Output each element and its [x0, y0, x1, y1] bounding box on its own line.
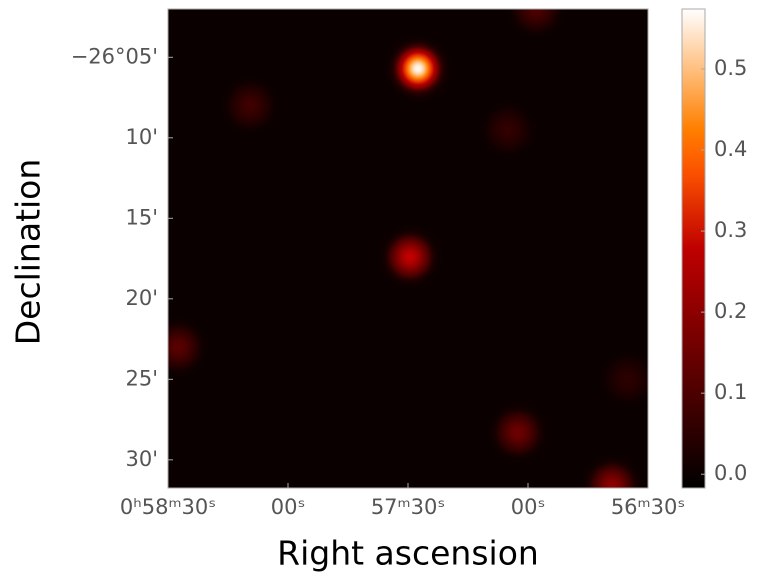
x-tick-label: 57ᵐ30ˢ [371, 495, 445, 519]
x-axis-title: Right ascension [277, 534, 539, 573]
source [497, 9, 575, 48]
y-tick-label: 10' [126, 125, 159, 149]
y-tick-label: −26°05' [71, 44, 158, 68]
source [573, 446, 648, 488]
x-tick-label: 00ˢ [271, 495, 306, 519]
colorbar-tick-label: 0.2 [714, 299, 747, 323]
x-tick-label: 00ˢ [511, 495, 546, 519]
source [211, 66, 289, 145]
colorbar-tick-label: 0.4 [714, 137, 747, 161]
y-axis-title: Declination [9, 159, 48, 346]
source [479, 393, 557, 472]
source [371, 217, 449, 296]
source [379, 29, 457, 108]
source [469, 90, 547, 169]
y-tick-label: 30' [126, 447, 159, 471]
colorbar [681, 8, 706, 489]
colorbar-tick-label: 0.1 [714, 380, 747, 404]
source [589, 340, 648, 419]
source [168, 308, 217, 387]
y-tick-label: 15' [126, 205, 159, 229]
colorbar-tick-label: 0.3 [714, 218, 747, 242]
x-tick-label: 56ᵐ30ˢ [611, 495, 685, 519]
y-tick-label: 25' [126, 366, 159, 390]
image [168, 9, 648, 488]
x-tick-label: 0ʰ58ᵐ30ˢ [120, 495, 216, 519]
colorbar-tick-label: 0.0 [714, 461, 747, 485]
colorbar-tick-label: 0.5 [714, 56, 747, 80]
y-tick-label: 20' [126, 286, 159, 310]
